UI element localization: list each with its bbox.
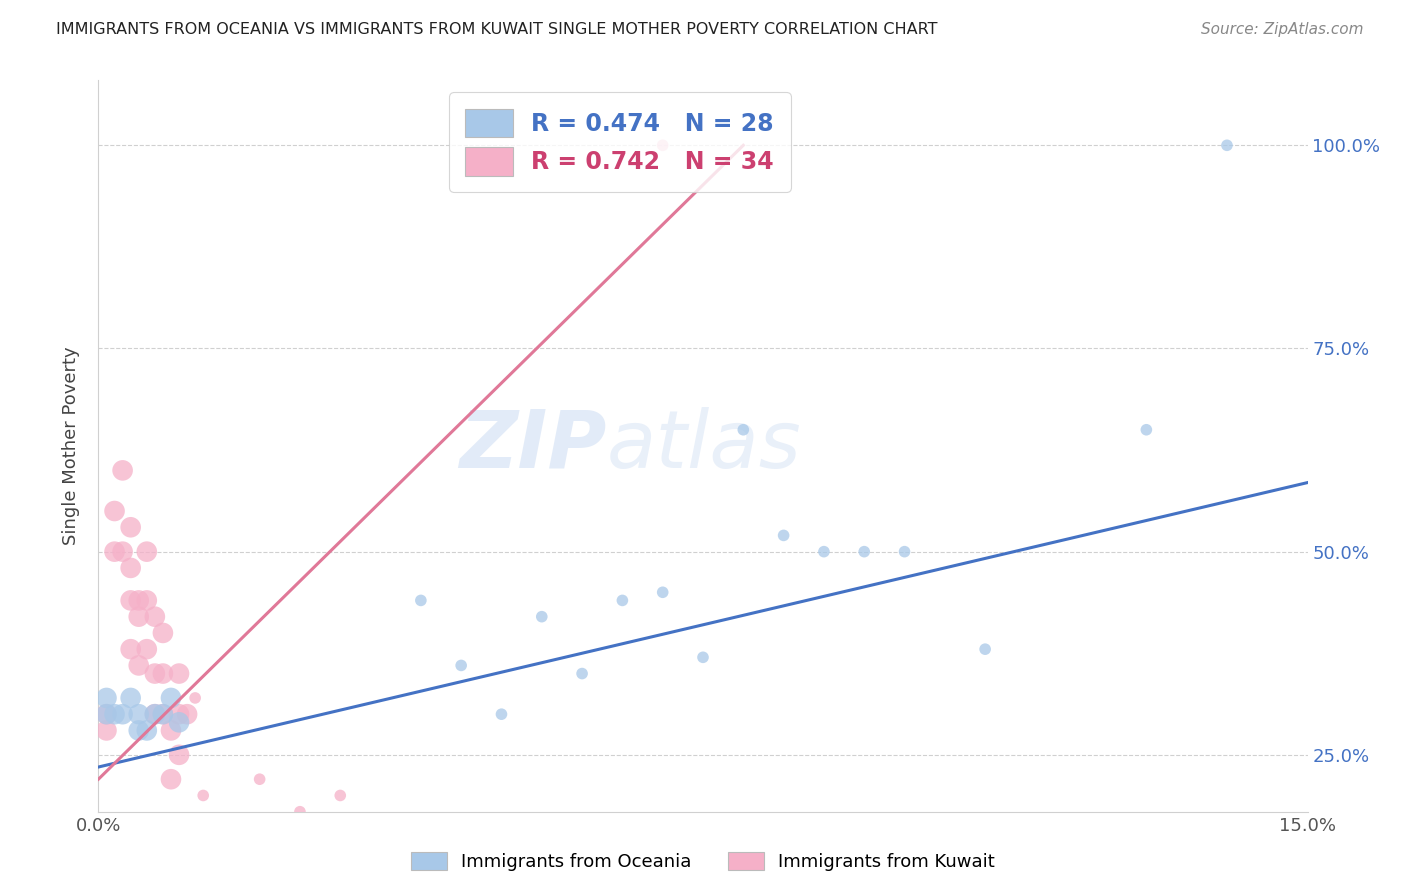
Point bbox=[167, 707, 190, 722]
Point bbox=[491, 707, 513, 722]
Point bbox=[450, 658, 472, 673]
Point bbox=[135, 544, 157, 558]
Point bbox=[143, 609, 166, 624]
Point bbox=[193, 789, 215, 803]
Text: ZIP: ZIP bbox=[458, 407, 606, 485]
Point bbox=[167, 666, 190, 681]
Y-axis label: Single Mother Poverty: Single Mother Poverty bbox=[62, 347, 80, 545]
Point bbox=[96, 707, 118, 722]
Point bbox=[128, 707, 150, 722]
Point bbox=[167, 715, 190, 730]
Point bbox=[651, 138, 673, 153]
Point bbox=[143, 707, 166, 722]
Point bbox=[128, 593, 150, 607]
Point bbox=[120, 690, 142, 705]
Point bbox=[329, 789, 352, 803]
Point bbox=[1135, 423, 1157, 437]
Point bbox=[143, 666, 166, 681]
Text: atlas: atlas bbox=[606, 407, 801, 485]
Point bbox=[249, 772, 271, 787]
Point bbox=[288, 805, 311, 819]
Point bbox=[111, 707, 134, 722]
Text: Source: ZipAtlas.com: Source: ZipAtlas.com bbox=[1201, 22, 1364, 37]
Point bbox=[135, 723, 157, 738]
Point bbox=[813, 544, 835, 558]
Point bbox=[160, 772, 183, 787]
Point bbox=[160, 723, 183, 738]
Point bbox=[733, 423, 755, 437]
Point bbox=[184, 690, 207, 705]
Point bbox=[103, 707, 125, 722]
Point bbox=[167, 747, 190, 762]
Point bbox=[120, 593, 142, 607]
Point bbox=[135, 593, 157, 607]
Point bbox=[111, 544, 134, 558]
Point bbox=[96, 690, 118, 705]
Point bbox=[103, 504, 125, 518]
Point bbox=[152, 707, 174, 722]
Point bbox=[152, 666, 174, 681]
Point bbox=[120, 642, 142, 657]
Text: IMMIGRANTS FROM OCEANIA VS IMMIGRANTS FROM KUWAIT SINGLE MOTHER POVERTY CORRELAT: IMMIGRANTS FROM OCEANIA VS IMMIGRANTS FR… bbox=[56, 22, 938, 37]
Point bbox=[409, 593, 432, 607]
Point bbox=[160, 690, 183, 705]
Point bbox=[120, 520, 142, 534]
Point bbox=[96, 707, 118, 722]
Point bbox=[772, 528, 794, 542]
Point bbox=[152, 707, 174, 722]
Point bbox=[128, 723, 150, 738]
Point bbox=[111, 463, 134, 477]
Legend: Immigrants from Oceania, Immigrants from Kuwait: Immigrants from Oceania, Immigrants from… bbox=[404, 845, 1002, 879]
Point bbox=[612, 593, 634, 607]
Point bbox=[893, 544, 915, 558]
Point bbox=[651, 585, 673, 599]
Point bbox=[974, 642, 997, 657]
Point bbox=[1216, 138, 1239, 153]
Point bbox=[103, 544, 125, 558]
Point bbox=[143, 707, 166, 722]
Point bbox=[135, 642, 157, 657]
Point bbox=[120, 561, 142, 575]
Point bbox=[530, 609, 553, 624]
Legend: R = 0.474   N = 28, R = 0.742   N = 34: R = 0.474 N = 28, R = 0.742 N = 34 bbox=[449, 92, 790, 192]
Point bbox=[853, 544, 876, 558]
Point bbox=[692, 650, 714, 665]
Point bbox=[96, 723, 118, 738]
Point bbox=[571, 666, 593, 681]
Point bbox=[176, 707, 198, 722]
Point bbox=[128, 609, 150, 624]
Point bbox=[152, 626, 174, 640]
Point bbox=[128, 658, 150, 673]
